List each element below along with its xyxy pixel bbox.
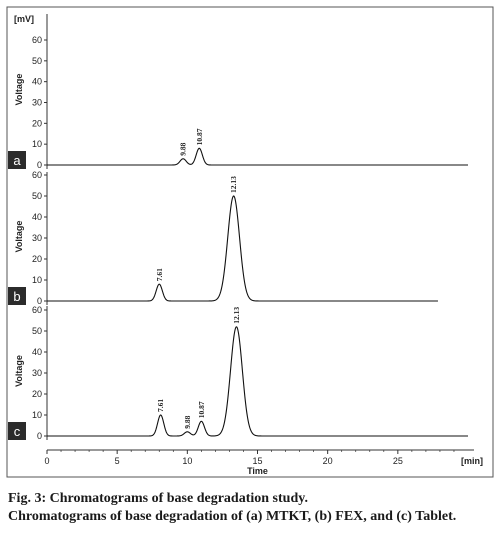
figure-caption: Fig. 3: Chromatograms of base degradatio… <box>8 490 494 526</box>
chart-panel-a: 0 10 20 30 40 50 60 Voltage [mV] 9.88 10.87 a <box>8 14 468 170</box>
y-tick-label-a-10: 10 <box>32 139 42 149</box>
panel-letter-b: b <box>13 289 20 304</box>
caption-title: Fig. 3: Chromatograms of base degradatio… <box>8 491 308 506</box>
panel-letter-a: a <box>13 153 21 168</box>
x-tick-label-0: 0 <box>44 456 49 466</box>
y-axis-title-c: Voltage <box>14 355 24 387</box>
x-axis-title: Time <box>247 466 268 476</box>
y-tick-label-c-0: 0 <box>37 431 42 441</box>
y-tick-label-c-20: 20 <box>32 389 42 399</box>
y-tick-label-a-40: 40 <box>32 77 42 87</box>
x-tick-label-25: 25 <box>393 456 403 466</box>
y-tick-label-a-50: 50 <box>32 56 42 66</box>
peak-label-c-10.87: 10.87 <box>197 401 206 418</box>
peak-label-b-12.13: 12.13 <box>229 176 238 193</box>
chromatogram-trace-b <box>47 195 438 302</box>
chromatogram-trace-a <box>47 147 468 166</box>
y-tick-label-c-60: 60 <box>32 305 42 315</box>
y-unit-a: [mV] <box>14 14 34 24</box>
chart-panel-c: 0 10 20 30 40 50 60 Voltage 7.61 9.88 10.87 12.13 c 0… <box>8 305 483 476</box>
figure-frame <box>6 6 494 478</box>
peak-label-c-7.61: 7.61 <box>156 399 165 412</box>
panel-letter-c: c <box>14 424 21 439</box>
panel-letter-box-a <box>8 151 26 169</box>
y-tick-label-a-20: 20 <box>32 118 42 128</box>
peak-label-c-9.88: 9.88 <box>183 415 192 428</box>
chromatogram-trace-c <box>47 326 468 437</box>
x-tick-label-5: 5 <box>115 456 120 466</box>
caption-description: Chromatograms of base degradation of (a)… <box>8 509 457 524</box>
y-tick-label-a-0: 0 <box>37 160 42 170</box>
x-unit: [min] <box>461 456 483 466</box>
x-tick-label-10: 10 <box>182 456 192 466</box>
y-axis-title-a: Voltage <box>14 74 24 106</box>
y-tick-label-b-20: 20 <box>32 254 42 264</box>
x-tick-label-15: 15 <box>252 456 262 466</box>
panel-letter-box-c <box>8 422 26 440</box>
panel-letter-box-b <box>8 287 26 305</box>
peak-label-c-12.13: 12.13 <box>232 307 241 324</box>
y-tick-label-b-40: 40 <box>32 212 42 222</box>
y-tick-label-b-10: 10 <box>32 275 42 285</box>
chart-panels: 0102030405060Voltage[mV]9.8810.87a010203… <box>8 14 483 476</box>
y-tick-label-c-10: 10 <box>32 410 42 420</box>
y-tick-label-b-60: 60 <box>32 170 42 180</box>
y-tick-label-b-30: 30 <box>32 233 42 243</box>
y-tick-label-c-40: 40 <box>32 347 42 357</box>
y-tick-label-c-30: 30 <box>32 368 42 378</box>
y-axis-title-b: Voltage <box>14 221 24 253</box>
chart-panel-b: 0 10 20 30 40 50 60 Voltage 7.61 12.13 b <box>8 170 438 306</box>
peak-label-b-7.61: 7.61 <box>155 268 164 281</box>
y-tick-label-a-30: 30 <box>32 98 42 108</box>
x-tick-label-20: 20 <box>323 456 333 466</box>
peak-label-a-10.87: 10.87 <box>195 128 204 145</box>
chromatogram-figure: 0102030405060Voltage[mV]9.8810.87a010203… <box>6 6 494 478</box>
y-tick-label-a-60: 60 <box>32 35 42 45</box>
y-tick-label-b-50: 50 <box>32 191 42 201</box>
y-tick-label-c-50: 50 <box>32 326 42 336</box>
y-tick-label-b-0: 0 <box>37 296 42 306</box>
peak-label-a-9.88: 9.88 <box>179 142 188 155</box>
